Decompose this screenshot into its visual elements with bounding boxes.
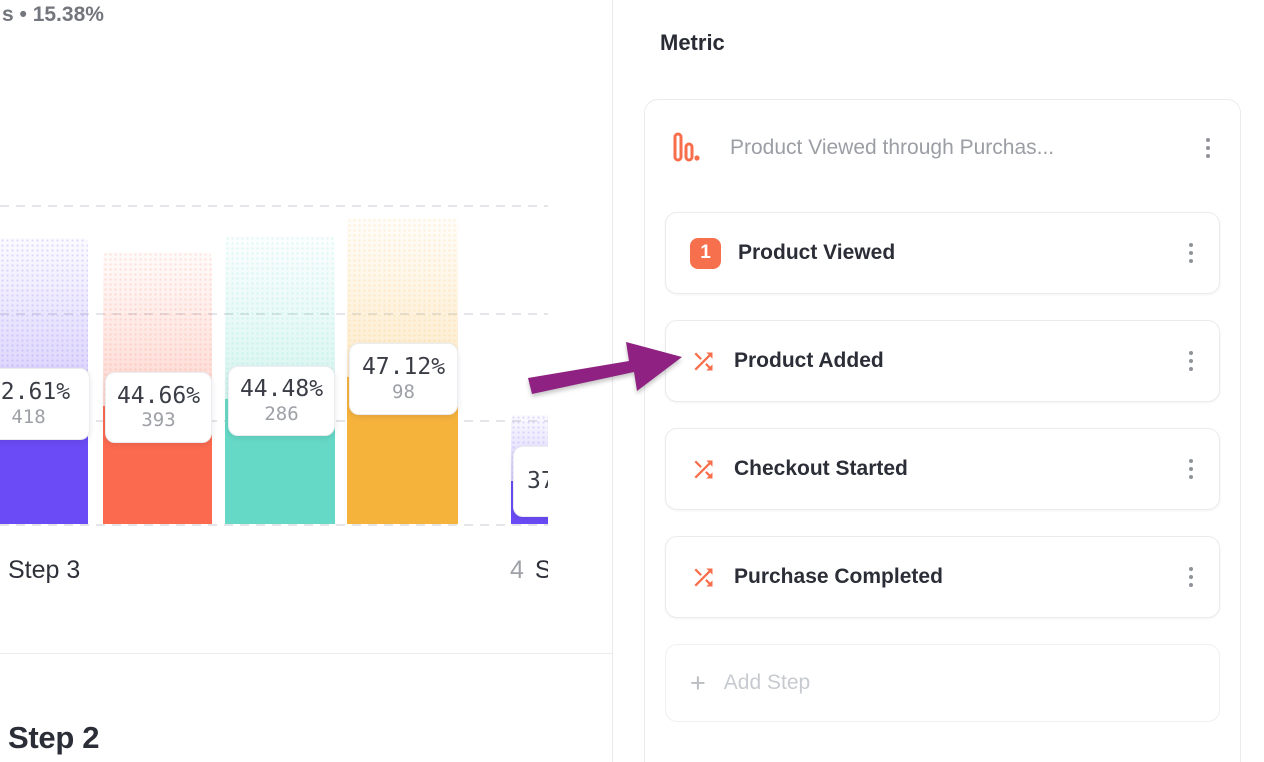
step-label: Checkout Started bbox=[734, 457, 908, 480]
conversion-label-card: 37 bbox=[513, 446, 548, 517]
axis-step-text: Step 4 bbox=[534, 556, 548, 584]
conversion-label-card: 47.12% 98 bbox=[349, 343, 458, 415]
gridline bbox=[0, 313, 548, 315]
conversion-percent: 44.48% bbox=[239, 376, 324, 403]
metric-card-header[interactable]: Product Viewed through Purchas... bbox=[645, 100, 1240, 170]
conversion-count: 98 bbox=[392, 380, 415, 403]
step-label: Purchase Completed bbox=[734, 565, 943, 588]
conversion-percent: 42.61% bbox=[0, 379, 71, 406]
step-label: Product Viewed bbox=[738, 241, 896, 264]
step-kebab-menu[interactable] bbox=[1185, 239, 1197, 267]
shuffle-icon bbox=[690, 456, 717, 483]
funnel-step-row[interactable]: Product Added bbox=[665, 320, 1220, 402]
conversion-count: 393 bbox=[141, 409, 176, 432]
metric-panel-title: Metric bbox=[660, 30, 725, 55]
funnel-steps-list: 1 Product Viewed Product Added Checkout Sta… bbox=[645, 212, 1240, 722]
step-kebab-menu[interactable] bbox=[1185, 563, 1197, 591]
funnel-plot: 42.61%41844.66%39344.48%28647.12%9837Ste… bbox=[0, 0, 548, 653]
add-step-button[interactable]: + Add Step bbox=[665, 644, 1220, 722]
plus-icon: + bbox=[690, 667, 706, 698]
funnel-step-row[interactable]: Purchase Completed bbox=[665, 536, 1220, 618]
conversion-label-card: 44.48% 286 bbox=[228, 366, 335, 436]
conversion-count: 418 bbox=[11, 405, 46, 428]
conversion-percent: 44.66% bbox=[116, 382, 201, 409]
section-divider bbox=[0, 653, 612, 654]
funnel-step-row[interactable]: 1 Product Viewed bbox=[665, 212, 1220, 294]
step-kebab-menu[interactable] bbox=[1185, 347, 1197, 375]
step-label: Product Added bbox=[734, 349, 884, 372]
axis-step-text: Step 3 bbox=[8, 556, 81, 584]
gridline bbox=[0, 524, 548, 526]
step-number-badge: 1 bbox=[690, 237, 721, 269]
axis-step-number: 4 bbox=[510, 556, 524, 584]
legend-fragment-text: s • 15.38% bbox=[2, 3, 104, 26]
gridline bbox=[0, 205, 548, 207]
conversion-label-card: 44.66% 393 bbox=[105, 372, 212, 443]
metric-card: Product Viewed through Purchas... 1 Produ… bbox=[644, 99, 1241, 762]
panel-divider bbox=[612, 0, 613, 762]
axis-step-label: 4 Step 4 bbox=[510, 556, 548, 585]
conversion-label-card: 42.61%418 bbox=[0, 368, 90, 440]
funnel-chart-icon bbox=[673, 132, 700, 164]
conversion-percent: 37 bbox=[527, 468, 548, 495]
funnel-step-row[interactable]: Checkout Started bbox=[665, 428, 1220, 510]
conversion-count: 286 bbox=[264, 402, 299, 425]
conversion-percent: 47.12% bbox=[361, 354, 446, 381]
shuffle-icon bbox=[690, 564, 717, 591]
step2-section-heading: Step 2 bbox=[8, 720, 100, 755]
shuffle-icon bbox=[690, 348, 717, 375]
step-kebab-menu[interactable] bbox=[1185, 455, 1197, 483]
metric-name: Product Viewed through Purchas... bbox=[730, 136, 1055, 159]
metric-kebab-menu[interactable] bbox=[1202, 134, 1214, 162]
step-label: Add Step bbox=[723, 671, 811, 694]
axis-step-label: Step 3 bbox=[8, 556, 80, 585]
